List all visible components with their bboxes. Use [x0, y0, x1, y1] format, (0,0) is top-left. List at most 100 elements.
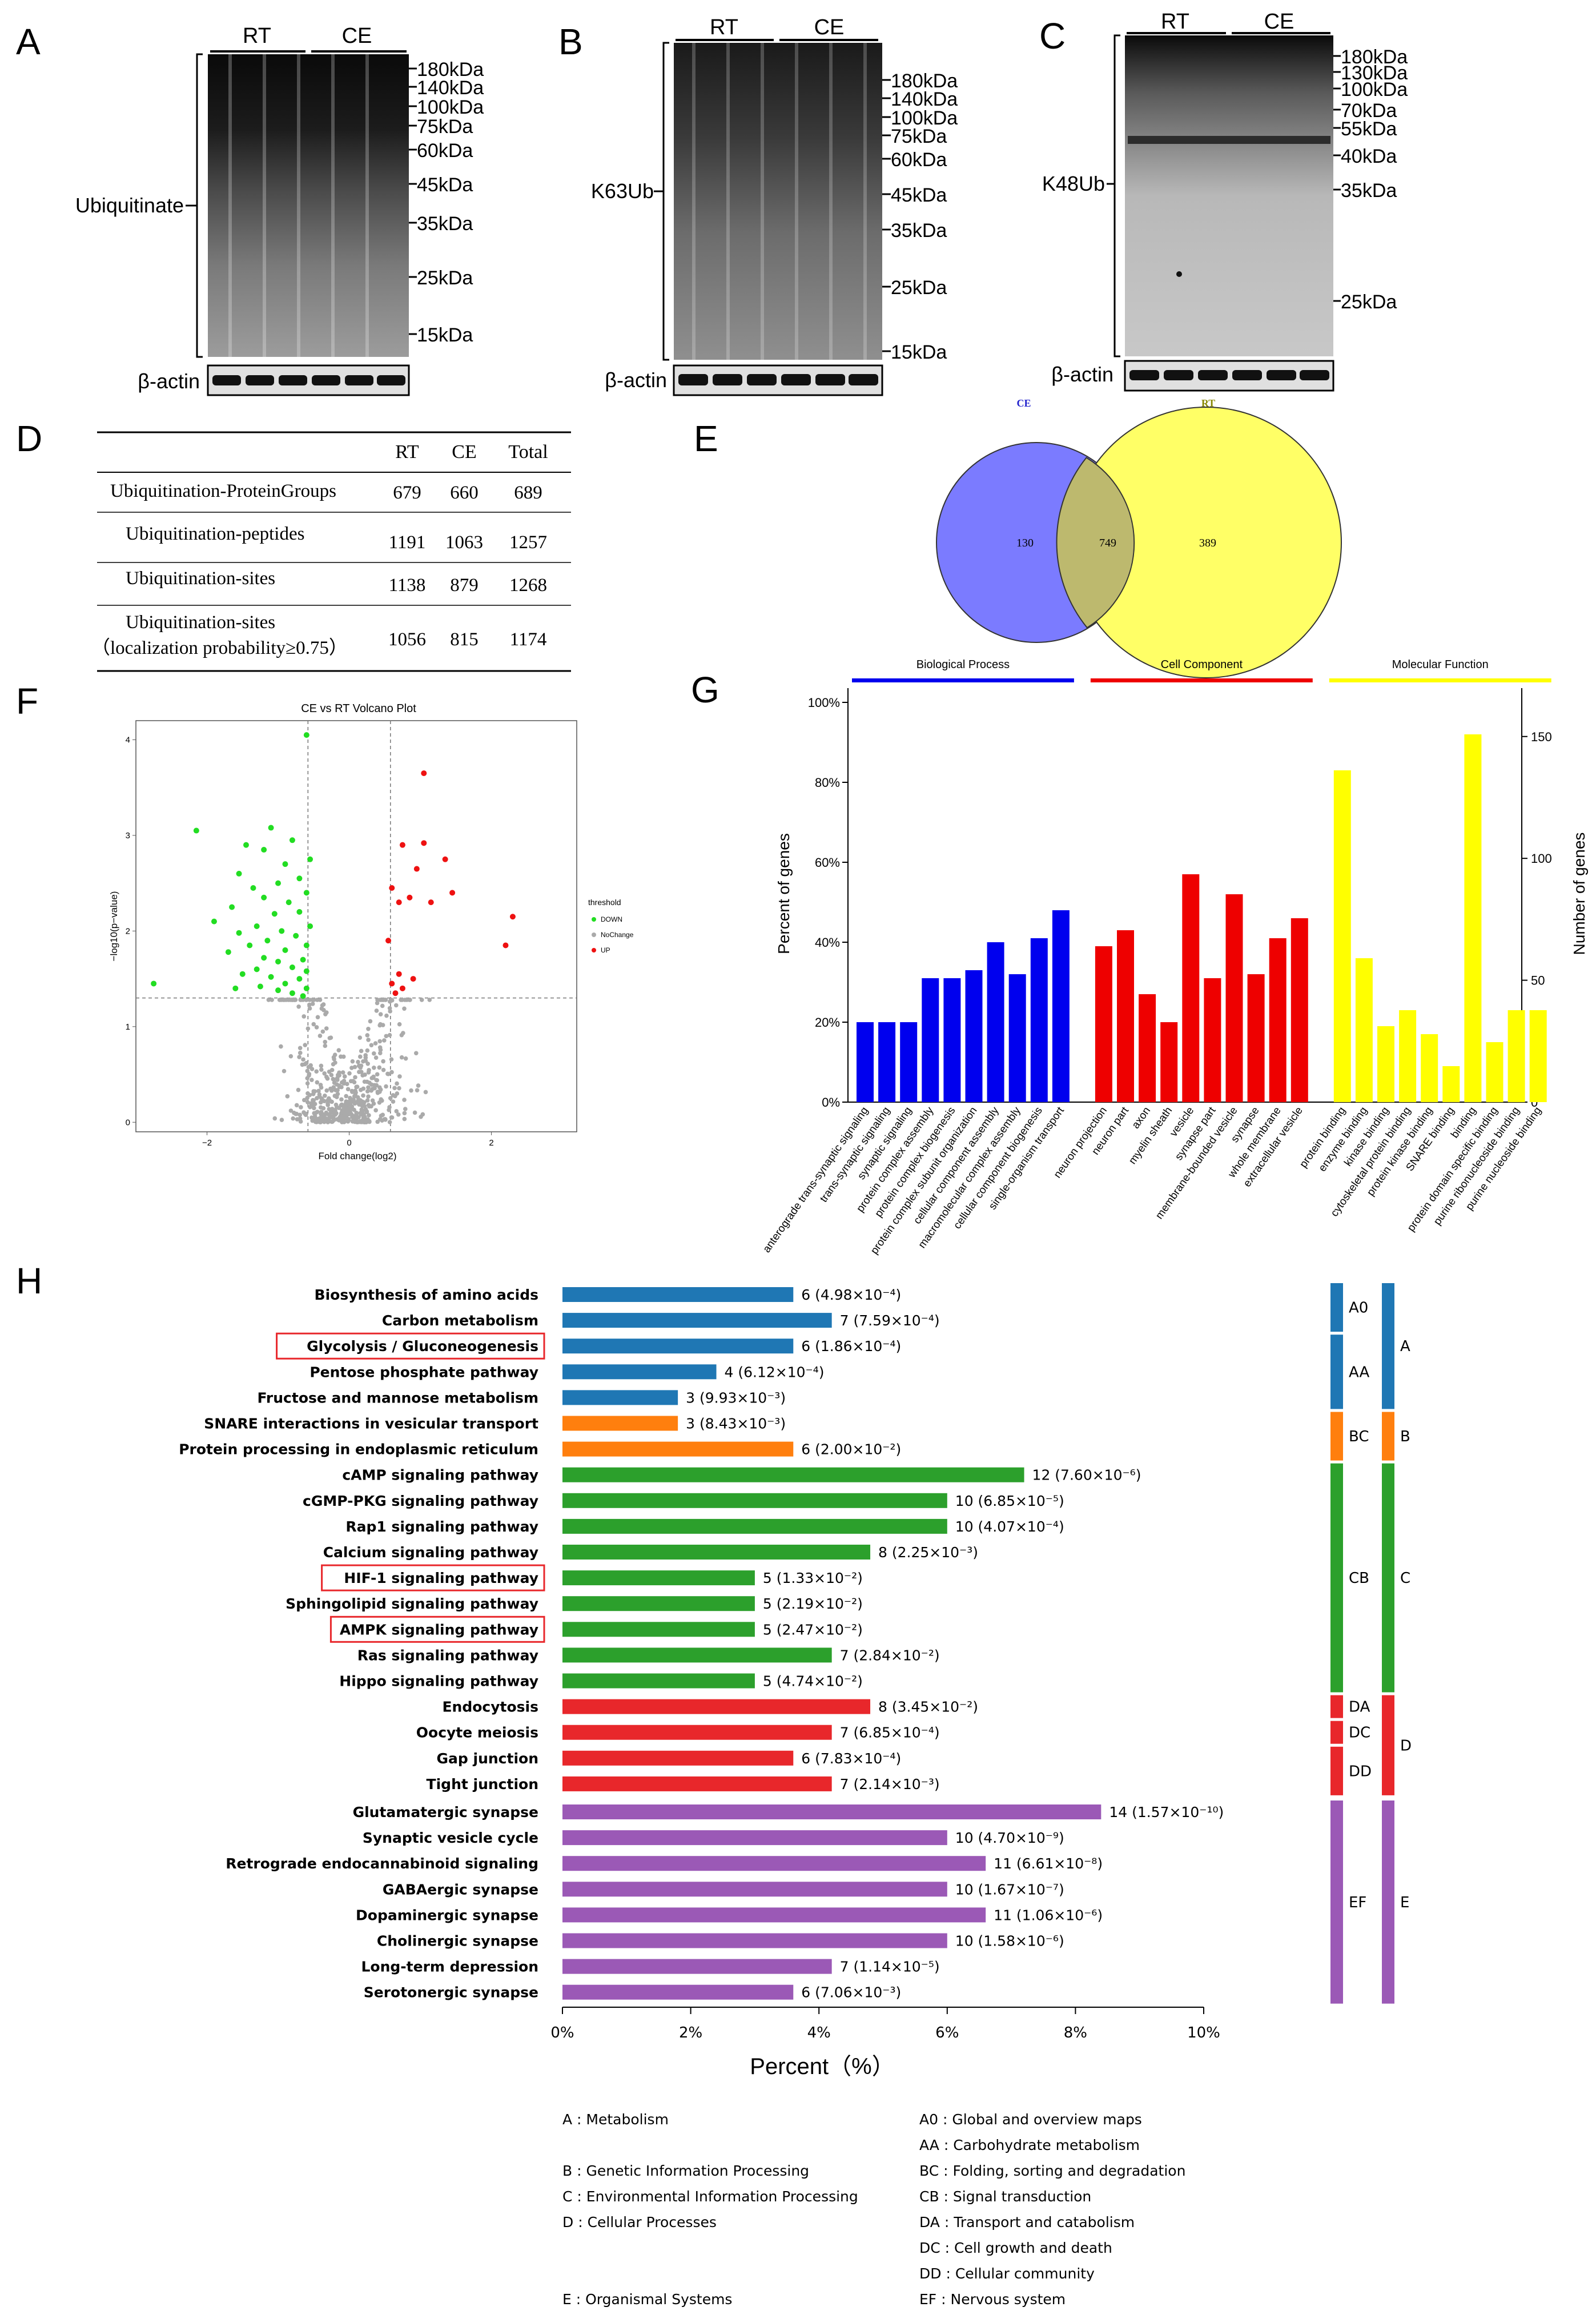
- volcano-point-down: [211, 918, 217, 925]
- volcano-point-down: [261, 847, 267, 853]
- go-bar: [1399, 1010, 1417, 1102]
- volcano-point-nochange: [361, 1059, 365, 1064]
- volcano-point-nochange: [321, 1106, 326, 1111]
- volcano-point-nochange: [324, 1116, 329, 1121]
- volcano-point-nochange: [361, 1086, 366, 1091]
- volcano-point-nochange: [383, 1118, 388, 1122]
- volcano-point-nochange: [353, 1075, 357, 1080]
- go-bar: [1377, 1026, 1394, 1102]
- volcano-point-down: [289, 990, 295, 996]
- volcano-point-nochange: [332, 1056, 336, 1062]
- panel-a-marker: 140kDa: [417, 77, 484, 99]
- kegg-bar: [562, 1570, 755, 1586]
- volcano-ytick-label: 3: [126, 831, 130, 841]
- volcano-point-nochange: [305, 1081, 310, 1086]
- volcano-point-nochange: [403, 1107, 408, 1111]
- volcano-point-nochange: [362, 1100, 367, 1105]
- volcano-point-down: [257, 983, 263, 990]
- panel-b-marker: 45kDa: [891, 184, 947, 206]
- panel-c-actin-strip: [1124, 360, 1334, 392]
- volcano-point-nochange: [311, 1022, 316, 1027]
- volcano-point-nochange: [307, 1002, 312, 1007]
- go-ytick-left-label: 60%: [815, 855, 840, 870]
- panel-c: C RT CE K48Ub 180kDa 130kDa 100kDa 70kDa…: [1039, 10, 1408, 392]
- panel-a-marker: 35kDa: [417, 213, 473, 235]
- kegg-bar-value-label: 3 (9.93×10⁻³): [686, 1389, 786, 1406]
- volcano-point-up: [413, 866, 420, 872]
- table-cell: 1191: [389, 532, 426, 553]
- volcano-point-nochange: [355, 1100, 360, 1105]
- panel-b-actin-strip: [673, 364, 883, 396]
- kegg-pathway-label: Retrograde endocannabinoid signaling: [226, 1855, 538, 1872]
- kegg-pathway-label: AMPK signaling pathway: [340, 1621, 538, 1638]
- volcano-point-nochange: [342, 1074, 347, 1079]
- volcano-point-nochange: [298, 1112, 303, 1118]
- go-bars: anterograde trans-synaptic signalingtran…: [761, 734, 1547, 1256]
- kegg-category-code: DA: [1349, 1699, 1370, 1716]
- kegg-bar: [562, 1339, 794, 1354]
- volcano-point-nochange: [282, 1068, 287, 1074]
- volcano-point-nochange: [331, 1085, 336, 1090]
- kegg-legend-item: A : Metabolism: [562, 2111, 669, 2128]
- kegg-legend-item: D : Cellular Processes: [562, 2214, 717, 2230]
- volcano-point-nochange: [402, 1098, 407, 1102]
- volcano-point-nochange: [346, 1118, 351, 1123]
- volcano-point-nochange: [389, 1070, 394, 1075]
- kegg-pathway-label: Fructose and mannose metabolism: [257, 1389, 538, 1406]
- volcano-point-nochange: [381, 1059, 385, 1064]
- volcano-point-nochange: [380, 998, 385, 1002]
- volcano-point-down: [296, 909, 303, 915]
- volcano-point-nochange: [382, 1038, 387, 1043]
- kegg-pathway-label: Serotonergic synapse: [364, 1984, 538, 2001]
- volcano-point-nochange: [296, 1004, 301, 1009]
- volcano-point-nochange: [315, 1110, 320, 1114]
- go-bar: [1464, 734, 1482, 1102]
- kegg-pathway-label: Cholinergic synapse: [377, 1933, 538, 1950]
- kegg-bar-value-label: 6 (2.00×10⁻²): [801, 1441, 901, 1458]
- volcano-point-nochange: [372, 1065, 376, 1070]
- volcano-point-nochange: [308, 1063, 313, 1068]
- kegg-category-code: EF: [1349, 1894, 1366, 1911]
- kegg-bar-value-label: 6 (7.83×10⁻⁴): [801, 1750, 901, 1767]
- volcano-point-nochange: [371, 1074, 376, 1079]
- go-group-label: Cell Component: [1161, 658, 1243, 671]
- kegg-bar-value-label: 6 (1.86×10⁻⁴): [801, 1338, 901, 1355]
- kegg-category-code: DD: [1349, 1763, 1372, 1780]
- volcano-point-down: [275, 958, 282, 964]
- table-cell: 660: [450, 483, 479, 503]
- go-bar: [1421, 1034, 1438, 1102]
- panel-c-marker: 40kDa: [1341, 146, 1397, 167]
- volcano-point-nochange: [321, 1114, 325, 1119]
- volcano-point-nochange: [365, 1061, 370, 1066]
- volcano-point-up: [449, 890, 456, 896]
- volcano-point-nochange: [384, 1034, 389, 1039]
- table-row-label: Ubiquitination-sites: [126, 612, 275, 633]
- venn-right-only: 389: [1199, 537, 1216, 549]
- volcano-point-nochange: [343, 1107, 348, 1111]
- volcano-point-down: [151, 980, 157, 987]
- volcano-point-nochange: [347, 1102, 352, 1107]
- volcano-point-nochange: [397, 1086, 401, 1091]
- volcano-point-down: [296, 875, 303, 882]
- volcano-point-nochange: [377, 1051, 383, 1056]
- volcano-ticks: −2 0 2 0 1 2 3 4: [126, 735, 494, 1148]
- volcano-point-nochange: [389, 1057, 394, 1062]
- volcano-point-nochange: [321, 1002, 326, 1007]
- volcano-point-nochange: [314, 1025, 319, 1030]
- volcano-point-nochange: [380, 1112, 385, 1118]
- volcano-point-nochange: [350, 1059, 355, 1064]
- volcano-point-nochange: [295, 1117, 300, 1122]
- kegg-pathway-label: GABAergic synapse: [383, 1881, 538, 1898]
- volcano-point-nochange: [291, 1116, 295, 1121]
- venn-overlap: [1056, 457, 1135, 629]
- volcano-point-nochange: [309, 1078, 314, 1082]
- volcano-ytick-label: 2: [126, 926, 130, 936]
- volcano-legend-swatch: [592, 948, 596, 952]
- volcano-point-nochange: [369, 1043, 374, 1048]
- kegg-bar: [562, 1933, 947, 1948]
- panel-c-marker: 25kDa: [1341, 291, 1397, 313]
- volcano-point-nochange: [342, 1116, 347, 1122]
- venn-left-set-label: CE: [1016, 397, 1031, 409]
- panel-b: B RT CE K63Ub 180kDa 140kDa 100kDa 75kDa…: [558, 15, 958, 396]
- go-bar: [1269, 938, 1287, 1102]
